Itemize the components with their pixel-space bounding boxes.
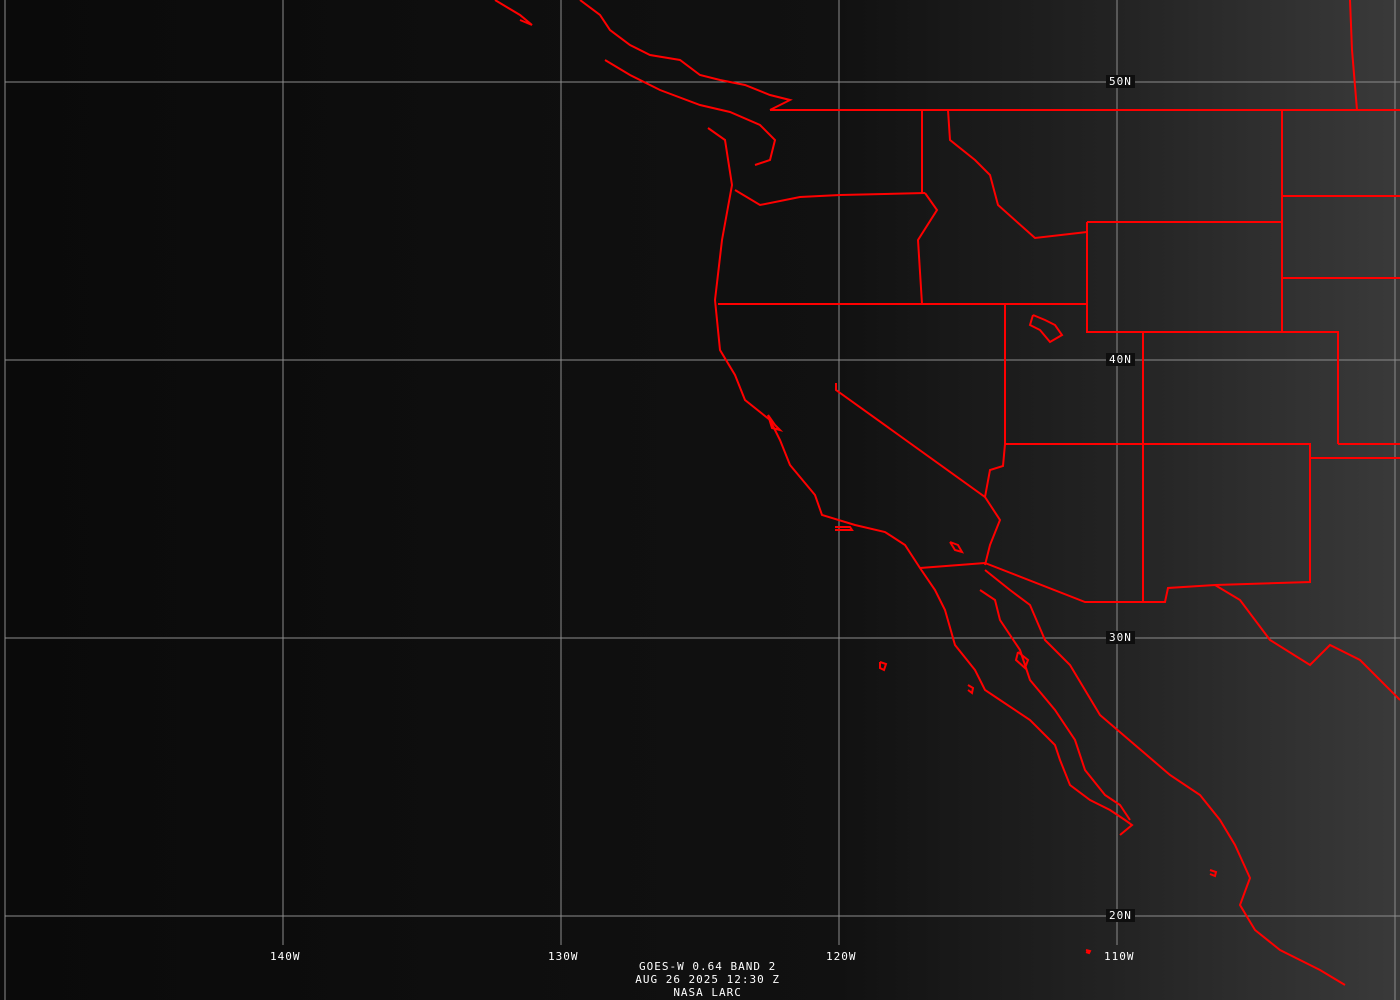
lon-label-140w: 140W: [270, 950, 301, 963]
lat-lon-grid: [4, 0, 1400, 1000]
coastline-vancouver-is-2: [604, 59, 777, 166]
coastline-baja-east: [979, 589, 1131, 821]
border-id-mt: [947, 109, 1088, 240]
lat-label-20n: 20N: [1106, 909, 1135, 922]
lat-label-40n: 40N: [1106, 353, 1135, 366]
coastline-west: [707, 127, 1134, 836]
coastline-vancouver-island: [494, 0, 533, 26]
great-salt-lake: [1028, 314, 1064, 344]
lon-label-130w: 130W: [548, 950, 579, 963]
island-guadalupe: [879, 661, 888, 672]
lat-label-50n: 50N: [1106, 75, 1135, 88]
caption-datetime: AUG 26 2025 12:30 Z: [635, 973, 781, 986]
border-wa-or: [734, 189, 926, 207]
border-canada-provinces: [1349, 0, 1358, 111]
coastline-bc: [579, 0, 793, 111]
caption-satellite: GOES-W 0.64 BAND 2: [639, 960, 777, 973]
border-ca-nv: [835, 383, 1006, 499]
island-tres-marias: [1209, 869, 1218, 878]
lon-label-110w: 110W: [1104, 950, 1135, 963]
island-cedros: [967, 684, 975, 695]
island-revillagigedo: [1085, 949, 1092, 955]
channel-islands: [835, 526, 854, 531]
sf-bay: [767, 414, 784, 432]
coastline-mexico-mainland: [984, 569, 1346, 986]
border-co: [1143, 331, 1339, 444]
border-us-mexico: [919, 561, 1400, 701]
political-boundaries: [494, 0, 1400, 986]
salton-sea: [949, 541, 965, 554]
lat-label-30n: 30N: [1106, 631, 1135, 644]
lon-label-120w: 120W: [826, 950, 857, 963]
caption-source: NASA LARC: [673, 986, 742, 999]
image-caption: GOES-W 0.64 BAND 2 AUG 26 2025 12:30 Z N…: [0, 947, 1400, 999]
gulf-islands: [1014, 651, 1030, 670]
border-az-north: [1005, 443, 1311, 586]
border-ca-az: [984, 496, 1002, 566]
border-or-id: [916, 192, 939, 305]
